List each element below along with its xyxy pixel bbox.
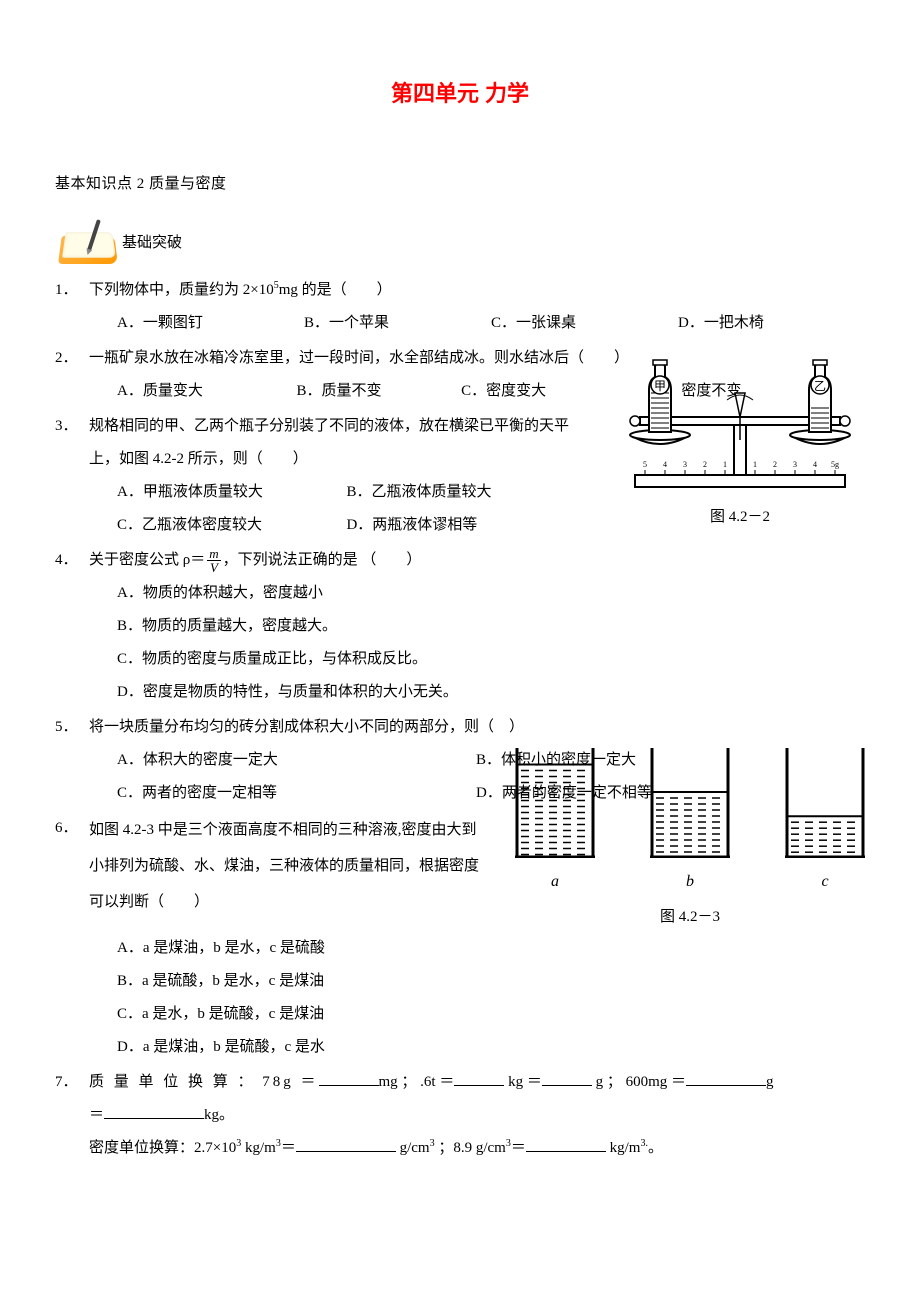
balance-scale-svg: 5 4 3 2 1 0 1 2 3 4 5g xyxy=(615,345,865,495)
figure-balance-scale: 5 4 3 2 1 0 1 2 3 4 5g xyxy=(610,345,870,534)
options: A．物质的体积越大，密度越小 B．物质的质量越大，密度越大。 C．物质的密度与质… xyxy=(89,577,595,709)
question-number: 2． xyxy=(55,342,89,408)
section-header: 基础突破 xyxy=(60,219,865,264)
question-stem: 将一块质量分布均匀的砖分割成体积大小不同的两部分，则（ ） xyxy=(89,711,865,744)
option-b: B．a 是硫酸，b 是水，c 是煤油 xyxy=(117,965,865,998)
option-c: C．乙瓶液体密度较大 xyxy=(117,509,346,542)
options: A．a 是煤油，b 是水，c 是硫酸 B．a 是硫酸，b 是水，c 是煤油 C．… xyxy=(89,932,865,1064)
option-c: C．两者的密度一定相等 xyxy=(117,777,476,810)
beaker: a xyxy=(515,748,595,899)
question-number: 1． xyxy=(55,274,89,340)
option-c: C．一张课桌 xyxy=(491,307,678,340)
question-number: 4． xyxy=(55,544,89,709)
bottle-yi: 乙 xyxy=(809,360,831,432)
question-1: 1． 下列物体中，质量约为 2×105mg 的是（ ） A．一颗图钉 B．一个苹… xyxy=(55,274,865,340)
question-number: 5． xyxy=(55,711,89,810)
question-7: 7． 质 量 单 位 换 算 ： 78g ＝mg ； .6t ＝ kg ＝ g … xyxy=(55,1066,865,1165)
svg-text:乙: 乙 xyxy=(814,379,826,393)
options: A．一颗图钉 B．一个苹果 C．一张课桌 D．一把木椅 xyxy=(89,307,865,340)
mass-conversion-line2: ＝kg。 xyxy=(89,1099,865,1132)
beaker-label: c xyxy=(821,864,828,899)
bottle-jia: 甲 xyxy=(649,360,671,432)
option-d: D．两瓶液体谬相等 xyxy=(346,509,575,542)
knowledge-point-subtitle: 基本知识点 2 质量与密度 xyxy=(55,168,865,201)
svg-text:2: 2 xyxy=(773,460,777,469)
option-d: D．a 是煤油，b 是硫酸，c 是水 xyxy=(117,1031,865,1064)
option-b: B．质量不变 xyxy=(297,375,462,408)
option-b: B．乙瓶液体质量较大 xyxy=(346,476,575,509)
mass-conversion-line: 质 量 单 位 换 算 ： 78g ＝mg ； .6t ＝ kg ＝ g ； 6… xyxy=(89,1066,865,1099)
svg-text:1: 1 xyxy=(723,460,727,469)
page-content: 第四单元 力学 基本知识点 2 质量与密度 基础突破 1． 下列物体中，质量约为… xyxy=(55,70,865,1165)
svg-text:4: 4 xyxy=(663,460,667,469)
book-pencil-icon xyxy=(60,219,116,264)
question-stem: 下列物体中，质量约为 2×105mg 的是（ ） xyxy=(89,274,865,307)
figure-caption: 图 4.2－2 xyxy=(610,501,870,534)
svg-text:3: 3 xyxy=(793,460,797,469)
option-a: A．a 是煤油，b 是水，c 是硫酸 xyxy=(117,932,865,965)
beaker: c xyxy=(785,748,865,899)
question-stem: 关于密度公式 ρ＝mV，下列说法正确的是 （ ） xyxy=(89,544,595,577)
option-b: B．一个苹果 xyxy=(304,307,491,340)
svg-text:甲: 甲 xyxy=(654,379,666,393)
svg-text:4: 4 xyxy=(813,460,817,469)
beaker-label: b xyxy=(686,864,694,899)
section-name: 基础突破 xyxy=(122,227,182,264)
question-stem: 规格相同的甲、乙两个瓶子分别装了不同的液体，放在横梁已平衡的天平上，如图 4.2… xyxy=(89,410,595,476)
density-conversion-line: 密度单位换算：2.7×103 kg/m3＝ g/cm3 ；8.9 g/cm3＝ … xyxy=(89,1132,865,1165)
svg-text:5g: 5g xyxy=(831,460,839,469)
figure-caption: 图 4.2－3 xyxy=(505,901,875,934)
option-a: A．甲瓶液体质量较大 xyxy=(117,476,346,509)
svg-text:3: 3 xyxy=(683,460,687,469)
question-number: 7． xyxy=(55,1066,89,1165)
question-number: 3． xyxy=(55,410,89,542)
beaker: b xyxy=(650,748,730,899)
option-a: A．物质的体积越大，密度越小 xyxy=(117,577,595,610)
unit-title: 第四单元 力学 xyxy=(55,70,865,118)
question-4: 4． 关于密度公式 ρ＝mV，下列说法正确的是 （ ） A．物质的体积越大，密度… xyxy=(55,544,865,709)
option-c: C．a 是水，b 是硫酸，c 是煤油 xyxy=(117,998,865,1031)
option-d: D．密度是物质的特性，与质量和体积的大小无关。 xyxy=(117,676,595,709)
option-a: A．一颗图钉 xyxy=(117,307,304,340)
beaker-label: a xyxy=(551,864,559,899)
svg-text:5: 5 xyxy=(643,460,647,469)
figure-beakers: a b c 图 4.2－3 xyxy=(505,748,875,934)
option-b: B．物质的质量越大，密度越大。 xyxy=(117,610,595,643)
question-number: 6． xyxy=(55,812,89,1064)
option-d: D．一把木椅 xyxy=(678,307,865,340)
svg-text:1: 1 xyxy=(753,460,757,469)
option-a: A．体积大的密度一定大 xyxy=(117,744,476,777)
option-a: A．质量变大 xyxy=(117,375,297,408)
svg-text:2: 2 xyxy=(703,460,707,469)
option-c: C．物质的密度与质量成正比，与体积成反比。 xyxy=(117,643,595,676)
options: A．甲瓶液体质量较大 B．乙瓶液体质量较大 C．乙瓶液体密度较大 D．两瓶液体谬… xyxy=(89,476,595,542)
